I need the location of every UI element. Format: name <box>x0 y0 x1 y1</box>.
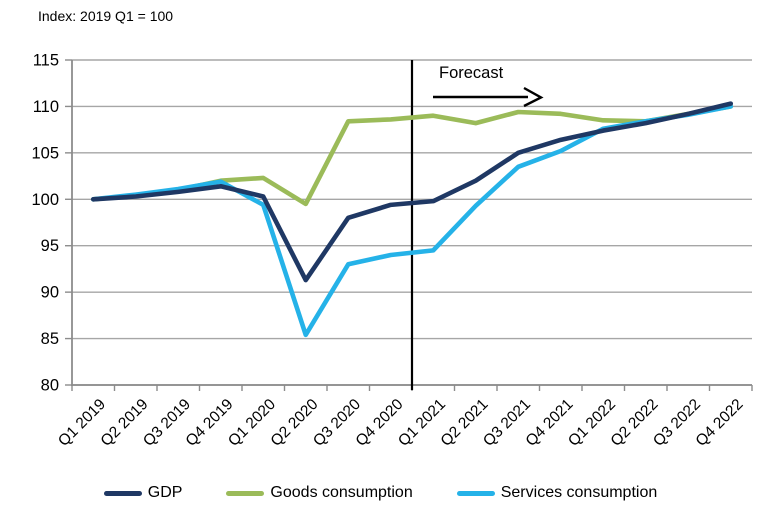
legend-item-services-consumption: Services consumption <box>456 484 658 502</box>
series-line-gdp <box>90 101 734 283</box>
x-axis-label: Q4 2022 <box>693 396 747 450</box>
y-axis-label: 80 <box>41 377 59 395</box>
y-axis-label: 105 <box>31 144 59 162</box>
forecast-arrow-head-icon <box>523 86 544 108</box>
legend-item-goods-consumption: Goods consumption <box>226 484 413 502</box>
legend-swatch-goods-consumption <box>226 490 265 496</box>
chart-legend: GDP Goods consumption Services consumpti… <box>0 484 761 502</box>
forecast-annotation: Forecast <box>439 64 504 82</box>
legend-label-goods-consumption: Goods consumption <box>270 484 413 501</box>
y-axis-label: 95 <box>41 237 59 255</box>
legend-item-gdp: GDP <box>103 484 183 502</box>
index-note: Index: 2019 Q1 = 100 <box>38 8 174 24</box>
y-axis-label: 100 <box>31 191 59 209</box>
y-axis-label: 85 <box>41 330 59 348</box>
legend-swatch-gdp <box>103 490 142 496</box>
legend-label-gdp: GDP <box>147 484 183 501</box>
y-axis-label: 110 <box>33 98 59 116</box>
y-axis-label: 115 <box>33 52 59 70</box>
legend-swatch-services-consumption <box>456 490 495 496</box>
legend-label-services-consumption: Services consumption <box>500 484 658 501</box>
y-axis-label: 90 <box>41 284 59 302</box>
